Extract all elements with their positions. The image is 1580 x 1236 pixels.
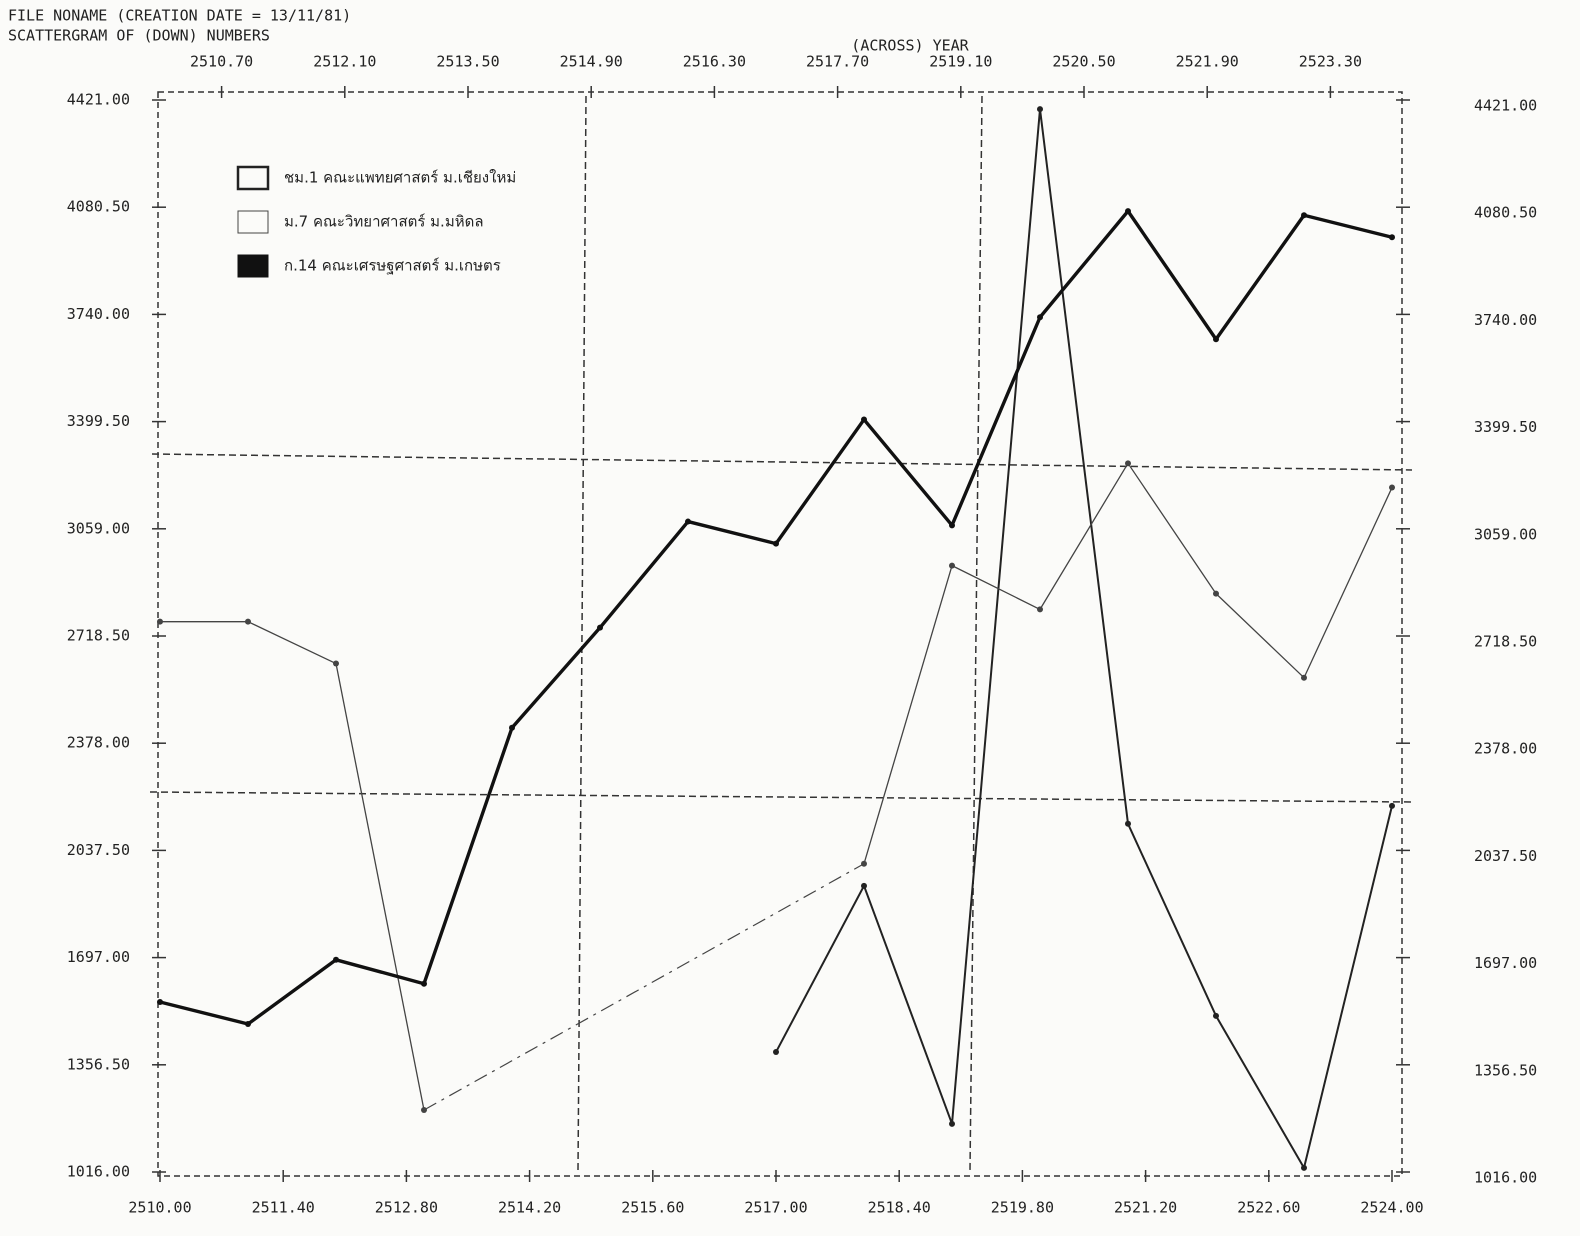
legend-swatch [237,210,269,234]
gap-connector [423,863,865,1111]
y2-tick-label: 4421.00 [1474,97,1537,115]
legend: ชม.1 คณะแพทยศาสตร์ ม.เชียงใหม่ม.7 คณะวิท… [236,165,516,278]
point [1037,314,1043,321]
point [1125,460,1131,467]
x-tick-label: 2510.00 [128,1199,191,1217]
y2-tick-label: 2037.50 [1474,847,1537,865]
y2-tick-label: 2718.50 [1474,633,1537,651]
y2-tick-label: 4080.50 [1474,204,1537,222]
x-tick-label: 2515.60 [621,1199,684,1217]
point [1389,234,1395,241]
y-tick-label: 2378.00 [67,734,130,752]
point [949,562,955,569]
y-tick-label: 3740.00 [67,305,130,323]
point [245,1021,251,1028]
point [333,660,339,667]
y-tick-label: 3399.50 [67,412,130,430]
point [421,980,427,987]
point [1037,606,1043,613]
point [1301,212,1307,219]
point [1389,484,1395,491]
x2-tick-label: 2520.50 [1052,53,1115,71]
point [1213,1012,1219,1019]
point [1213,336,1219,343]
x2-tick-label: 2510.70 [190,53,253,71]
y-tick-label: 1697.00 [67,948,130,966]
point [1125,820,1131,827]
scatter-line: SCATTERGRAM OF (DOWN) NUMBERS [8,27,270,45]
y2-tick-label: 1016.00 [1474,1169,1537,1187]
x-tick-label: 2518.40 [868,1199,931,1217]
file-line: FILE NONAME (CREATION DATE = 13/11/81) [8,7,351,25]
x2-tick-label: 2519.10 [929,53,992,71]
point [949,1120,955,1127]
point [1125,208,1131,215]
x-tick-label: 2512.80 [375,1199,438,1217]
x2-tick-label: 2516.30 [683,53,746,71]
y2-tick-label: 2378.00 [1474,740,1537,758]
legend-label: ชม.1 คณะแพทยศาสตร์ ม.เชียงใหม่ [284,169,516,187]
y-tick-label: 1356.50 [67,1055,130,1073]
x2-tick-label: 2514.90 [560,53,623,71]
x2-tick-label: 2521.90 [1176,53,1239,71]
y-tick-label: 3059.00 [67,519,130,537]
y2-tick-label: 1356.50 [1474,1061,1537,1079]
point [1301,1164,1307,1171]
y-tick-label: 1016.00 [67,1163,130,1181]
series-line [863,462,1393,864]
series-line [160,621,425,1111]
point [157,998,163,1005]
y-tick-label: 4080.50 [67,198,130,216]
point [1213,590,1219,597]
y2-tick-label: 1697.00 [1474,954,1537,972]
series-line [775,108,1393,1169]
point [861,416,867,423]
point [1301,674,1307,681]
reference-line [577,95,587,1171]
x2-tick-label: 2513.50 [436,53,499,71]
reference-line [151,453,1413,471]
point [157,618,163,625]
legend-swatch [236,165,270,191]
series-line [159,209,1393,1026]
point [949,522,955,529]
point [421,1106,427,1113]
point [597,624,603,631]
y-tick-label: 2037.50 [67,841,130,859]
y-tick-label: 4421.00 [67,91,130,109]
x2-tick-label: 2517.70 [806,53,869,71]
x2-tick-label: 2523.30 [1299,53,1362,71]
point [1037,106,1043,113]
point [1389,802,1395,809]
point [773,540,779,547]
point [685,518,691,525]
x-tick-label: 2522.60 [1237,1199,1300,1217]
legend-swatch [237,254,269,278]
point [509,724,515,731]
x-tick-label: 2524.00 [1360,1199,1423,1217]
y2-tick-label: 3059.00 [1474,525,1537,543]
x-tick-label: 2519.80 [991,1199,1054,1217]
x-tick-label: 2511.40 [252,1199,315,1217]
reference-line [969,95,983,1171]
legend-label: ก.14 คณะเศรษฐศาสตร์ ม.เกษตร [284,257,501,275]
reference-line [149,791,1413,803]
x-tick-label: 2521.20 [1114,1199,1177,1217]
x-tick-label: 2514.20 [498,1199,561,1217]
y-tick-label: 2718.50 [67,627,130,645]
point [861,860,867,867]
point [861,882,867,889]
point [773,1049,779,1056]
plot-frame [157,91,1403,1177]
point [333,956,339,963]
y2-tick-label: 3399.50 [1474,418,1537,436]
y2-tick-label: 3740.00 [1474,311,1537,329]
legend-label: ม.7 คณะวิทยาศาสตร์ ม.มหิดล [284,213,484,231]
x-tick-label: 2517.00 [744,1199,807,1217]
point [245,618,251,625]
x2-tick-label: 2512.10 [313,53,376,71]
x-axis-title: (ACROSS) YEAR [851,37,969,55]
